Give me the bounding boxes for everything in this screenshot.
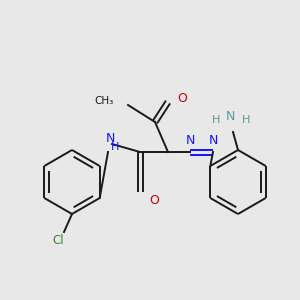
Text: N: N	[185, 134, 195, 146]
Text: H: H	[242, 115, 250, 125]
Text: H: H	[212, 115, 220, 125]
Text: H: H	[111, 142, 119, 152]
Text: Cl: Cl	[52, 233, 64, 247]
Text: O: O	[149, 194, 159, 206]
Text: O: O	[177, 92, 187, 104]
Text: N: N	[208, 134, 218, 146]
Text: CH₃: CH₃	[95, 96, 114, 106]
Text: N: N	[225, 110, 235, 122]
Text: N: N	[105, 133, 115, 146]
